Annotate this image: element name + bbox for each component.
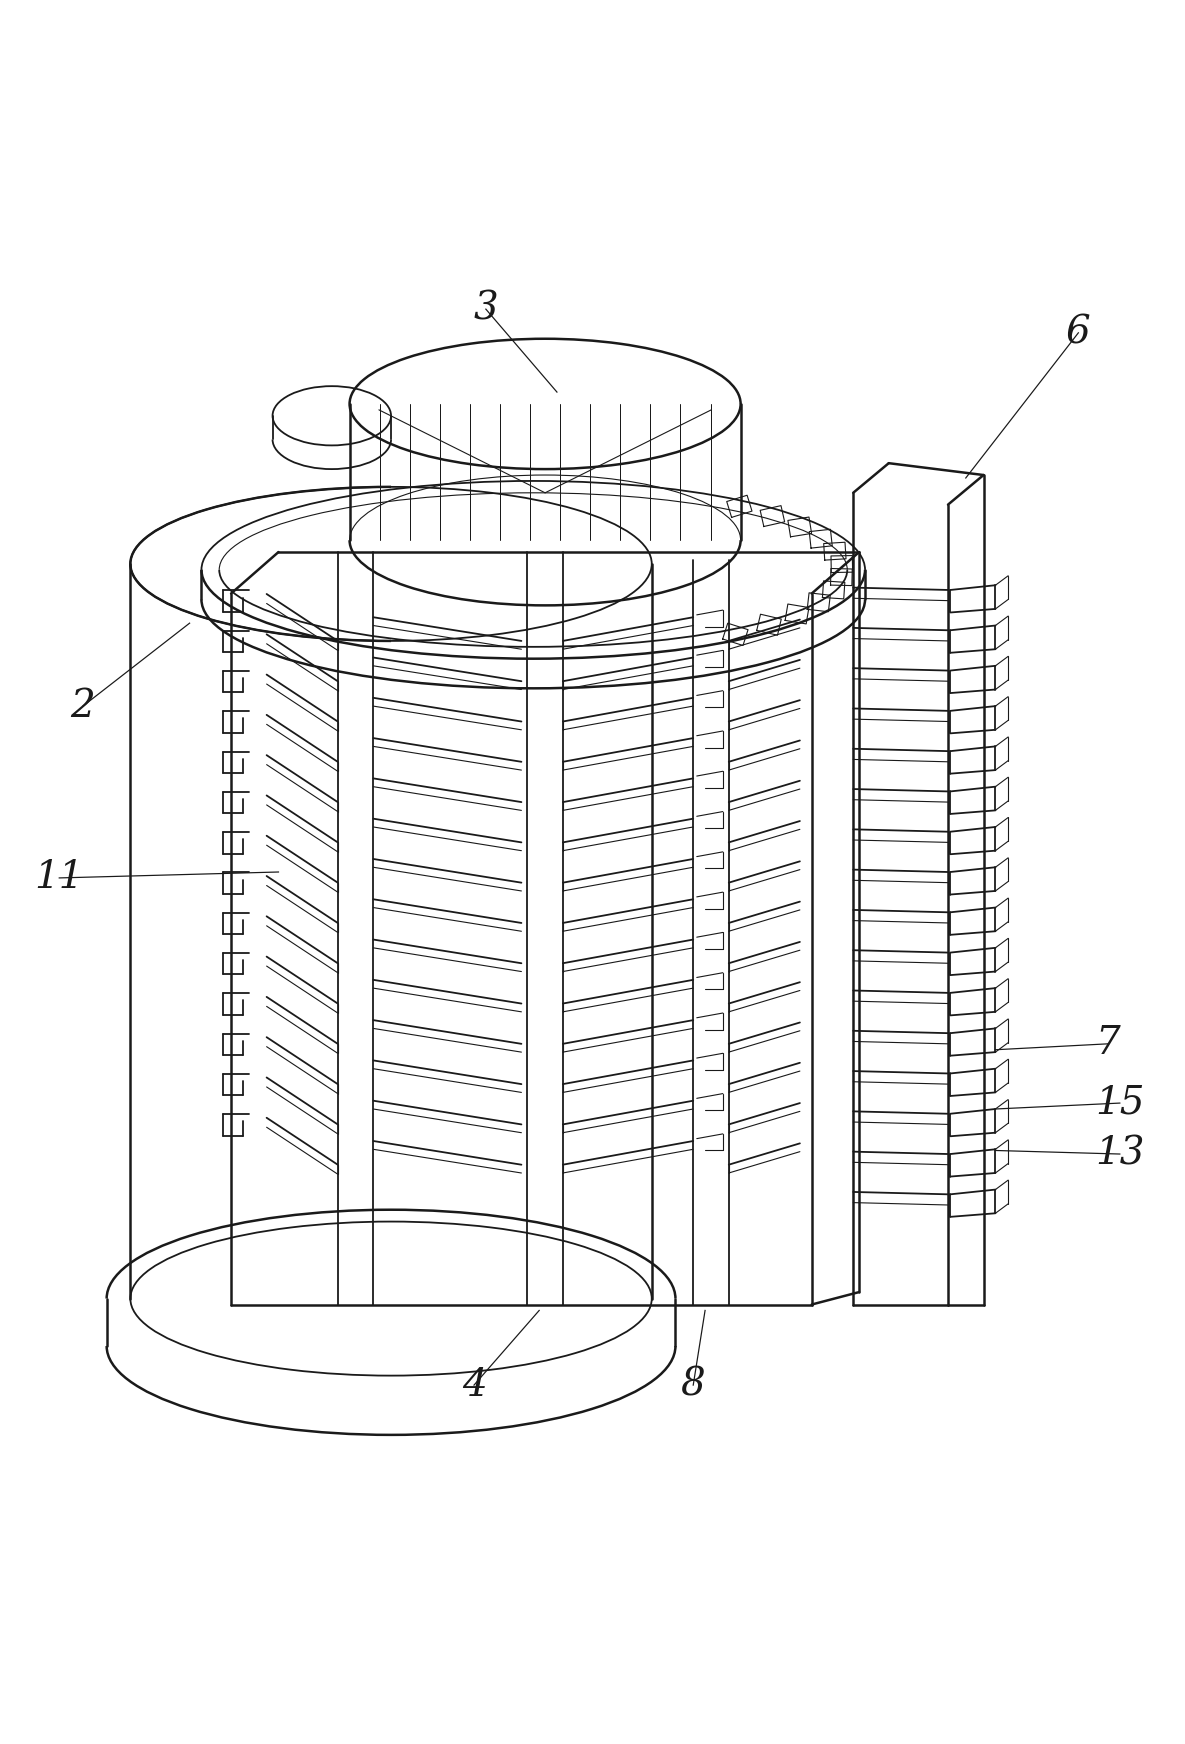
Text: 3: 3 <box>474 291 498 328</box>
Text: 6: 6 <box>1066 314 1090 351</box>
Text: 13: 13 <box>1095 1135 1145 1172</box>
Text: 15: 15 <box>1095 1085 1145 1121</box>
Text: 7: 7 <box>1096 1025 1120 1062</box>
Text: 11: 11 <box>34 860 84 896</box>
Text: 4: 4 <box>462 1367 486 1404</box>
Text: 2: 2 <box>71 687 95 724</box>
Text: 8: 8 <box>681 1367 705 1404</box>
